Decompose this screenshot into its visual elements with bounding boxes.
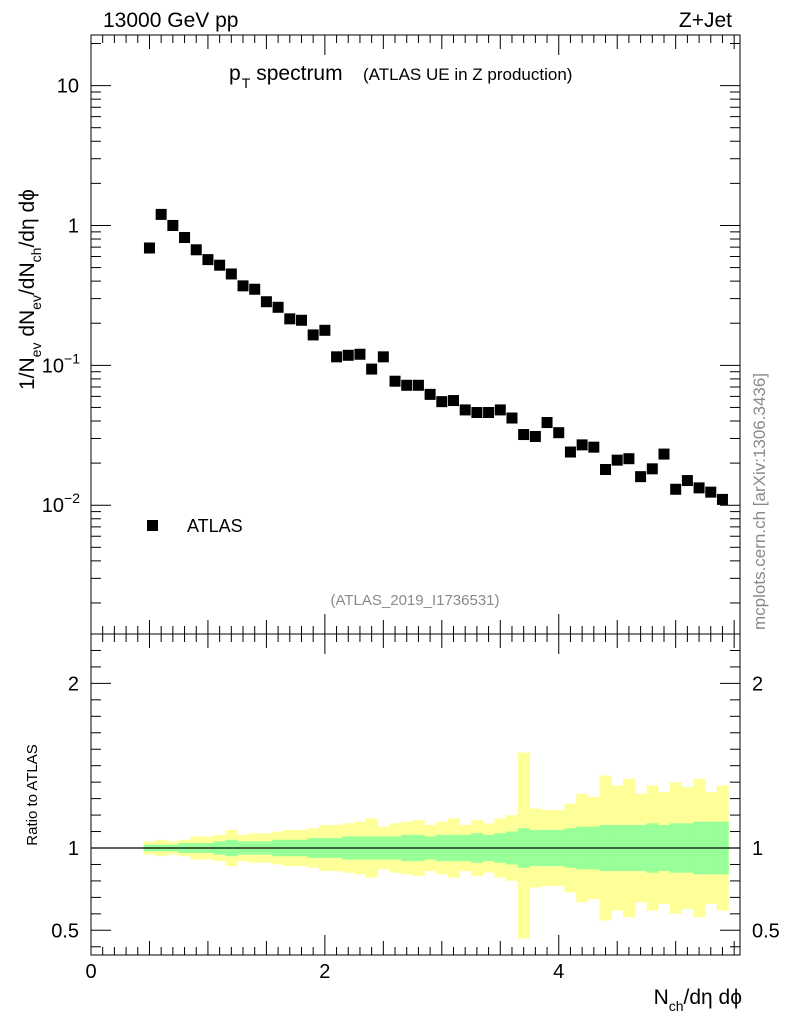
- data-point: [225, 268, 237, 280]
- legend-label: ATLAS: [187, 516, 243, 536]
- data-point: [167, 219, 179, 231]
- ratio-y-tick-label: 0.5: [51, 920, 79, 942]
- data-point: [518, 429, 530, 441]
- data-point: [670, 483, 682, 495]
- data-point: [342, 349, 354, 361]
- data-point: [716, 493, 728, 505]
- data-points: [143, 208, 728, 505]
- data-point: [272, 301, 284, 313]
- data-point: [190, 244, 202, 256]
- data-point: [448, 395, 460, 407]
- data-point: [576, 439, 588, 451]
- ratio-y-tick-label-right: 0.5: [752, 920, 780, 942]
- data-point: [284, 313, 296, 325]
- y-tick-label: 10−1: [42, 350, 80, 377]
- ratio-y-tick-label: 2: [68, 673, 79, 695]
- ratio-y-tick-label-right: 2: [752, 673, 763, 695]
- plot-subtitle: (ATLAS UE in Z production): [363, 65, 572, 84]
- data-point: [658, 448, 670, 460]
- data-point: [459, 404, 471, 416]
- ratio-panel: 2 2 1 1 0.5 0.5 0 2 4 Ratio to ATLAS Nch/dη dϕ: [24, 633, 780, 1014]
- data-point: [179, 232, 191, 244]
- data-point: [412, 379, 424, 391]
- data-point: [424, 388, 436, 400]
- legend-marker: [147, 520, 158, 531]
- data-point: [319, 324, 331, 336]
- data-point: [553, 427, 565, 439]
- y-tick-label: 10: [57, 76, 79, 98]
- ratio-panel-frame: [90, 633, 741, 956]
- data-point: [377, 351, 389, 363]
- ratio-axis-ticks: 2 2 1 1 0.5 0.5 0 2 4: [51, 633, 780, 983]
- ratio-y-axis-label: Ratio to ATLAS: [24, 744, 41, 845]
- data-point: [401, 379, 413, 391]
- data-point: [611, 454, 623, 466]
- data-point: [143, 242, 155, 254]
- analysis-id-label: (ATLAS_2019_I1736531): [330, 592, 499, 609]
- data-point: [471, 407, 483, 419]
- data-point: [483, 407, 495, 419]
- data-point: [237, 280, 249, 292]
- y-tick-label: 1: [68, 215, 79, 237]
- data-point: [260, 296, 272, 308]
- data-point: [295, 314, 307, 326]
- data-point: [541, 417, 553, 429]
- data-point: [366, 363, 378, 375]
- data-point: [646, 463, 658, 475]
- data-point: [693, 482, 705, 494]
- plot-title: pT spectrum: [229, 62, 343, 91]
- source-side-label: mcplots.cern.ch [arXiv:1306.3436]: [750, 373, 769, 630]
- data-point: [249, 283, 261, 295]
- main-y-axis-label: 1/Nev dNev/dNch/dη dϕ: [16, 189, 44, 390]
- data-point: [202, 254, 214, 266]
- data-point: [529, 430, 541, 442]
- x-tick-label: 2: [319, 961, 330, 983]
- data-point: [436, 396, 448, 408]
- data-point: [389, 375, 401, 387]
- data-point: [681, 475, 693, 487]
- ratio-bands: [143, 752, 729, 939]
- x-axis-label: Nch/dη dϕ: [654, 986, 742, 1014]
- data-point: [494, 404, 506, 416]
- data-point: [506, 412, 518, 424]
- ratio-y-tick-label-right: 1: [752, 838, 763, 860]
- data-point: [564, 446, 576, 458]
- data-point: [635, 471, 647, 483]
- data-point: [331, 351, 343, 363]
- process-label: Z+Jet: [679, 9, 732, 32]
- main-axis-ticks: 10 1 10−1 10−2: [42, 35, 740, 634]
- data-point: [214, 259, 226, 271]
- main-panel-frame: [90, 34, 741, 635]
- data-point: [155, 208, 167, 220]
- x-tick-label: 0: [85, 961, 96, 983]
- data-point: [705, 486, 717, 498]
- data-point: [588, 441, 600, 453]
- data-point: [623, 453, 635, 465]
- data-point: [354, 348, 366, 360]
- ratio-y-tick-label: 1: [68, 838, 79, 860]
- data-point: [307, 329, 319, 341]
- energy-label: 13000 GeV pp: [103, 9, 238, 32]
- data-point: [600, 464, 612, 476]
- y-tick-label: 10−2: [42, 490, 80, 517]
- x-tick-label: 4: [553, 961, 564, 983]
